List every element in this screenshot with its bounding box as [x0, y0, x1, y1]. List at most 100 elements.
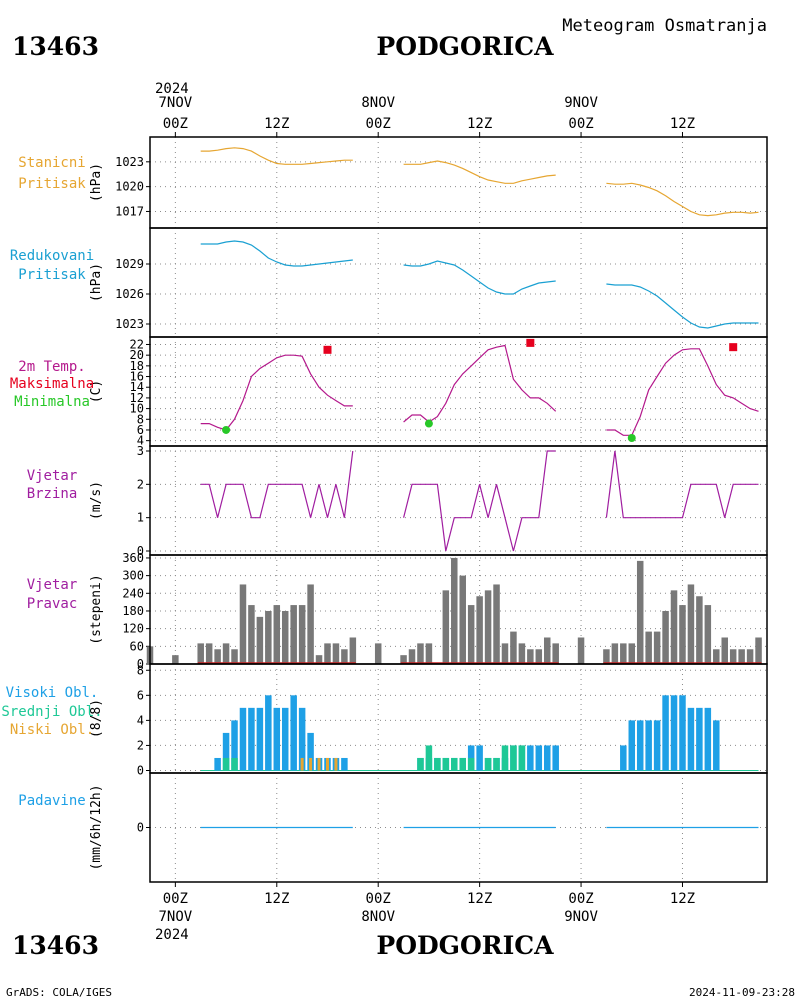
- ytick-label: 14: [130, 380, 144, 394]
- direction-bar: [467, 605, 475, 664]
- cloud-bar: [636, 720, 644, 771]
- ylabel: (m/s): [89, 481, 104, 520]
- cloud-bar: [334, 757, 338, 771]
- direction-bar: [408, 649, 416, 664]
- direction-bar: [451, 557, 458, 664]
- cloud-bar: [679, 695, 686, 771]
- hour-label-bottom: 00Z: [163, 891, 188, 907]
- hour-label-bottom: 00Z: [568, 891, 593, 907]
- direction-bar: [628, 643, 636, 664]
- ytick-label: 6: [137, 423, 144, 437]
- cloud-bar: [713, 720, 720, 771]
- hour-label-top: 00Z: [163, 116, 188, 132]
- cloud-bar: [273, 707, 281, 771]
- ylabel: (stepeni): [89, 574, 104, 644]
- ytick-label: 0: [137, 544, 144, 558]
- ytick-label: 18: [130, 359, 144, 373]
- min-temp-marker: [627, 433, 636, 442]
- date-label-top: 9NOV: [564, 95, 598, 111]
- direction-bar: [620, 643, 627, 664]
- direction-bar: [746, 649, 754, 664]
- cloud-bar: [451, 757, 458, 771]
- direction-bar: [603, 649, 610, 664]
- direction-bar: [332, 643, 340, 664]
- ytick-label: 4: [137, 713, 144, 727]
- direction-bar: [459, 575, 466, 664]
- direction-bar: [239, 584, 247, 664]
- direction-bar: [484, 590, 492, 664]
- direction-bar: [636, 560, 644, 664]
- panel-label: Vjetar: [27, 468, 78, 484]
- direction-bar: [214, 649, 221, 664]
- hour-label-bottom: 00Z: [366, 891, 391, 907]
- panel-frame: [149, 445, 768, 556]
- direction-bar: [543, 637, 551, 664]
- panel-label: Redukovani: [10, 248, 94, 264]
- ytick-label: 6: [137, 688, 144, 702]
- direction-bar: [670, 590, 678, 664]
- direction-bar: [231, 649, 238, 664]
- direction-bar: [501, 643, 509, 664]
- direction-bar: [298, 605, 306, 664]
- cloud-bar: [325, 757, 329, 771]
- date-label-bottom: 9NOV: [564, 909, 598, 925]
- direction-bar: [281, 610, 289, 664]
- direction-bar: [324, 643, 331, 664]
- ytick-label: 180: [122, 604, 144, 618]
- ytick-label: 120: [122, 622, 144, 636]
- hour-label-bottom: 12Z: [670, 891, 695, 907]
- cloud-bar: [309, 757, 313, 771]
- station-id-bottom: 13463: [12, 931, 99, 960]
- direction-bar: [417, 643, 424, 664]
- direction-bar: [341, 649, 348, 664]
- date-label-top: 8NOV: [361, 95, 395, 111]
- cloud-bar: [317, 757, 321, 771]
- ytick-label: 1023: [115, 317, 144, 331]
- cloud-bar: [696, 707, 703, 771]
- ytick-label: 1017: [115, 204, 144, 218]
- year-bottom: 2024: [155, 927, 189, 943]
- cloud-bar: [687, 707, 695, 771]
- panel-frame: [149, 772, 768, 883]
- cloud-bar: [527, 745, 534, 771]
- hour-label-bottom: 12Z: [264, 891, 289, 907]
- max-temp-marker: [729, 343, 738, 352]
- cloud-bar: [493, 757, 500, 771]
- cloud-bar: [645, 720, 652, 771]
- ylabel: (C): [89, 380, 104, 403]
- ytick-label: 0: [137, 821, 144, 835]
- direction-bar: [645, 631, 652, 664]
- ytick-label: 1020: [115, 180, 144, 194]
- cloud-bar: [222, 732, 230, 771]
- series-line: [606, 182, 759, 217]
- cloud-bar: [239, 707, 247, 771]
- cloud-bar: [662, 695, 669, 771]
- max-temp-marker: [526, 338, 535, 347]
- hour-label-top: 00Z: [568, 116, 593, 132]
- min-temp-marker: [424, 419, 433, 428]
- direction-bar: [577, 637, 585, 664]
- meteogram-subtitle: Meteogram Osmatranja: [562, 16, 767, 36]
- meteogram-panels: 101710201023(hPa)StanicniPritisak1023102…: [1, 136, 768, 883]
- series-line: [403, 450, 556, 552]
- series-line: [200, 147, 353, 165]
- station-name-bottom: PODGORICA: [376, 931, 554, 960]
- panel-label: Stanicni: [18, 155, 85, 171]
- panel-label: Niski Obl.: [10, 722, 94, 738]
- direction-bar: [172, 655, 179, 664]
- direction-bar: [205, 643, 213, 664]
- cloud-bar: [231, 757, 238, 771]
- series-line: [200, 450, 354, 519]
- ytick-label: 0: [137, 763, 144, 777]
- direction-bar: [687, 584, 695, 664]
- cloud-bar: [231, 720, 238, 771]
- hour-label-top: 12Z: [264, 116, 289, 132]
- ytick-label: 12: [130, 391, 144, 405]
- series-line: [403, 344, 557, 423]
- min-temp-marker: [222, 425, 231, 434]
- direction-bar: [611, 643, 619, 664]
- ytick-label: 1026: [115, 287, 144, 301]
- year-top: 2024: [155, 81, 189, 97]
- ytick-label: 10: [130, 402, 144, 416]
